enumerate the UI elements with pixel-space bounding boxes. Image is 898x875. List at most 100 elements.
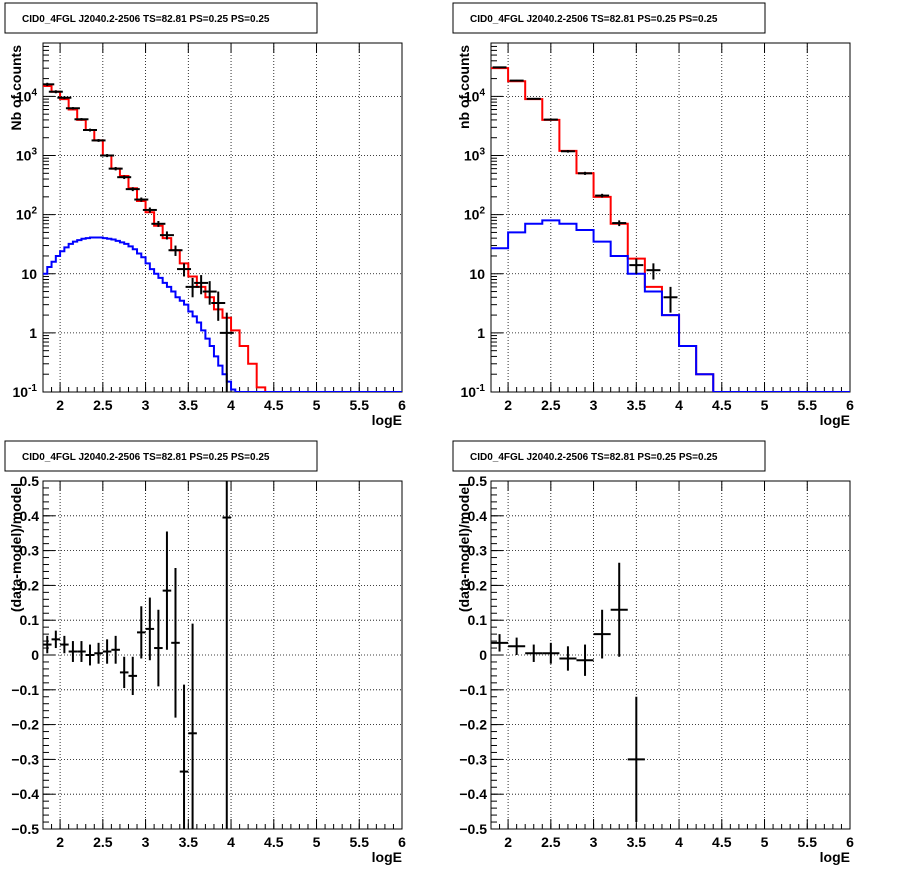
x-tick-label: 5.5 (350, 397, 370, 413)
data-point (202, 281, 217, 305)
y-tick-label: 0.2 (20, 577, 40, 593)
y-tick-label: 104 (464, 87, 486, 104)
x-axis-label: logE (820, 412, 850, 428)
data-point (185, 277, 200, 298)
chart-panel-bottom-left: CID0_4FGL J2040.2-2506 TS=82.81 PS=0.25 … (4, 440, 406, 865)
chart-title-box (4, 2, 318, 34)
data-point (612, 220, 627, 227)
residual-point (85, 644, 95, 666)
y-tick-label: 0.5 (20, 473, 40, 489)
residual-point (491, 634, 509, 652)
y-tick-label: 0.3 (468, 543, 488, 559)
y-tick-label: 0 (479, 647, 487, 663)
residual-point (51, 630, 61, 649)
residual-point (162, 531, 172, 650)
residual-point (94, 642, 103, 664)
y-tick-label: 10-1 (461, 383, 486, 400)
y-tick-label: 1 (29, 325, 37, 341)
x-tick-label: 5 (761, 397, 769, 413)
x-tick-label: 4.5 (712, 397, 732, 413)
y-tick-label: 104 (16, 87, 38, 104)
series-step-line-1 (491, 219, 850, 392)
y-tick-label: −0.1 (11, 682, 39, 698)
residual-point (610, 562, 628, 657)
y-tick-label: 10 (21, 266, 37, 282)
data-point (91, 139, 106, 142)
data-point (159, 231, 174, 240)
x-axis-label: logE (372, 849, 402, 865)
residual-point (154, 609, 163, 687)
chart-title-box (4, 440, 318, 472)
x-tick-label: 3 (590, 834, 598, 850)
data-point (43, 82, 55, 86)
data-point (117, 175, 132, 180)
x-tick-label: 4.5 (264, 834, 284, 850)
data-point (526, 97, 541, 100)
y-tick-label: 102 (464, 206, 486, 223)
y-tick-label: −0.1 (459, 682, 487, 698)
data-point (543, 118, 558, 121)
y-tick-label: 103 (16, 147, 38, 164)
x-tick-label: 6 (846, 397, 854, 413)
x-tick-label: 2.5 (541, 834, 561, 850)
data-point (560, 149, 575, 153)
y-tick-label: 10-1 (13, 383, 38, 400)
data-layer (43, 82, 402, 392)
data-layer (43, 481, 232, 829)
data-point (578, 171, 593, 175)
x-tick-label: 2 (56, 397, 64, 413)
data-point (663, 286, 678, 313)
chart-panel-top-right: CID0_4FGL J2040.2-2506 TS=82.81 PS=0.25 … (452, 2, 854, 428)
data-point (211, 291, 226, 321)
y-tick-label: 0.3 (20, 543, 40, 559)
x-tick-label: 5.5 (798, 397, 818, 413)
residual-point (111, 635, 120, 664)
x-axis-label: logE (372, 412, 402, 428)
residual-point (137, 606, 146, 659)
x-tick-label: 3 (142, 397, 150, 413)
y-tick-label: 0.2 (468, 577, 488, 593)
x-tick-label: 4 (227, 397, 235, 413)
x-axis-label: logE (820, 849, 850, 865)
x-tick-label: 5 (761, 834, 769, 850)
x-tick-label: 4.5 (712, 834, 732, 850)
residual-point (222, 481, 232, 829)
chart-title: CID0_4FGL J2040.2-2506 TS=82.81 PS=0.25 … (470, 14, 718, 25)
y-tick-label: −0.3 (11, 751, 39, 767)
x-tick-label: 3.5 (179, 397, 199, 413)
x-tick-label: 4 (227, 834, 235, 850)
data-point (194, 275, 209, 295)
chart-title: CID0_4FGL J2040.2-2506 TS=82.81 PS=0.25 … (22, 14, 270, 25)
x-tick-label: 5.5 (798, 834, 818, 850)
y-tick-label: 103 (464, 147, 486, 164)
data-point (48, 90, 63, 94)
plot-frame (490, 480, 851, 830)
data-point (168, 245, 183, 256)
x-tick-label: 5.5 (350, 834, 370, 850)
residual-point (119, 656, 129, 689)
data-point (100, 154, 115, 158)
y-tick-label: −0.2 (11, 717, 39, 733)
plot-frame (490, 42, 851, 393)
residual-point (68, 641, 78, 662)
y-tick-label: −0.4 (459, 786, 487, 802)
y-axis-label: nb of counts (456, 45, 472, 129)
chart-title-box (452, 2, 766, 34)
data-point (57, 96, 72, 100)
x-tick-label: 2 (504, 834, 512, 850)
residual-point (43, 635, 52, 654)
residual-point (128, 656, 138, 696)
y-tick-label: −0.5 (11, 821, 39, 837)
plot-frame (42, 480, 403, 830)
data-layer (491, 562, 645, 823)
x-tick-label: 4 (675, 834, 683, 850)
y-tick-label: −0.2 (459, 717, 487, 733)
data-point (177, 263, 192, 277)
residual-point (145, 597, 155, 661)
y-tick-label: 0.1 (20, 612, 40, 628)
residual-point (508, 637, 526, 655)
x-tick-label: 6 (846, 834, 854, 850)
residual-point (559, 646, 577, 671)
x-tick-label: 4 (675, 397, 683, 413)
